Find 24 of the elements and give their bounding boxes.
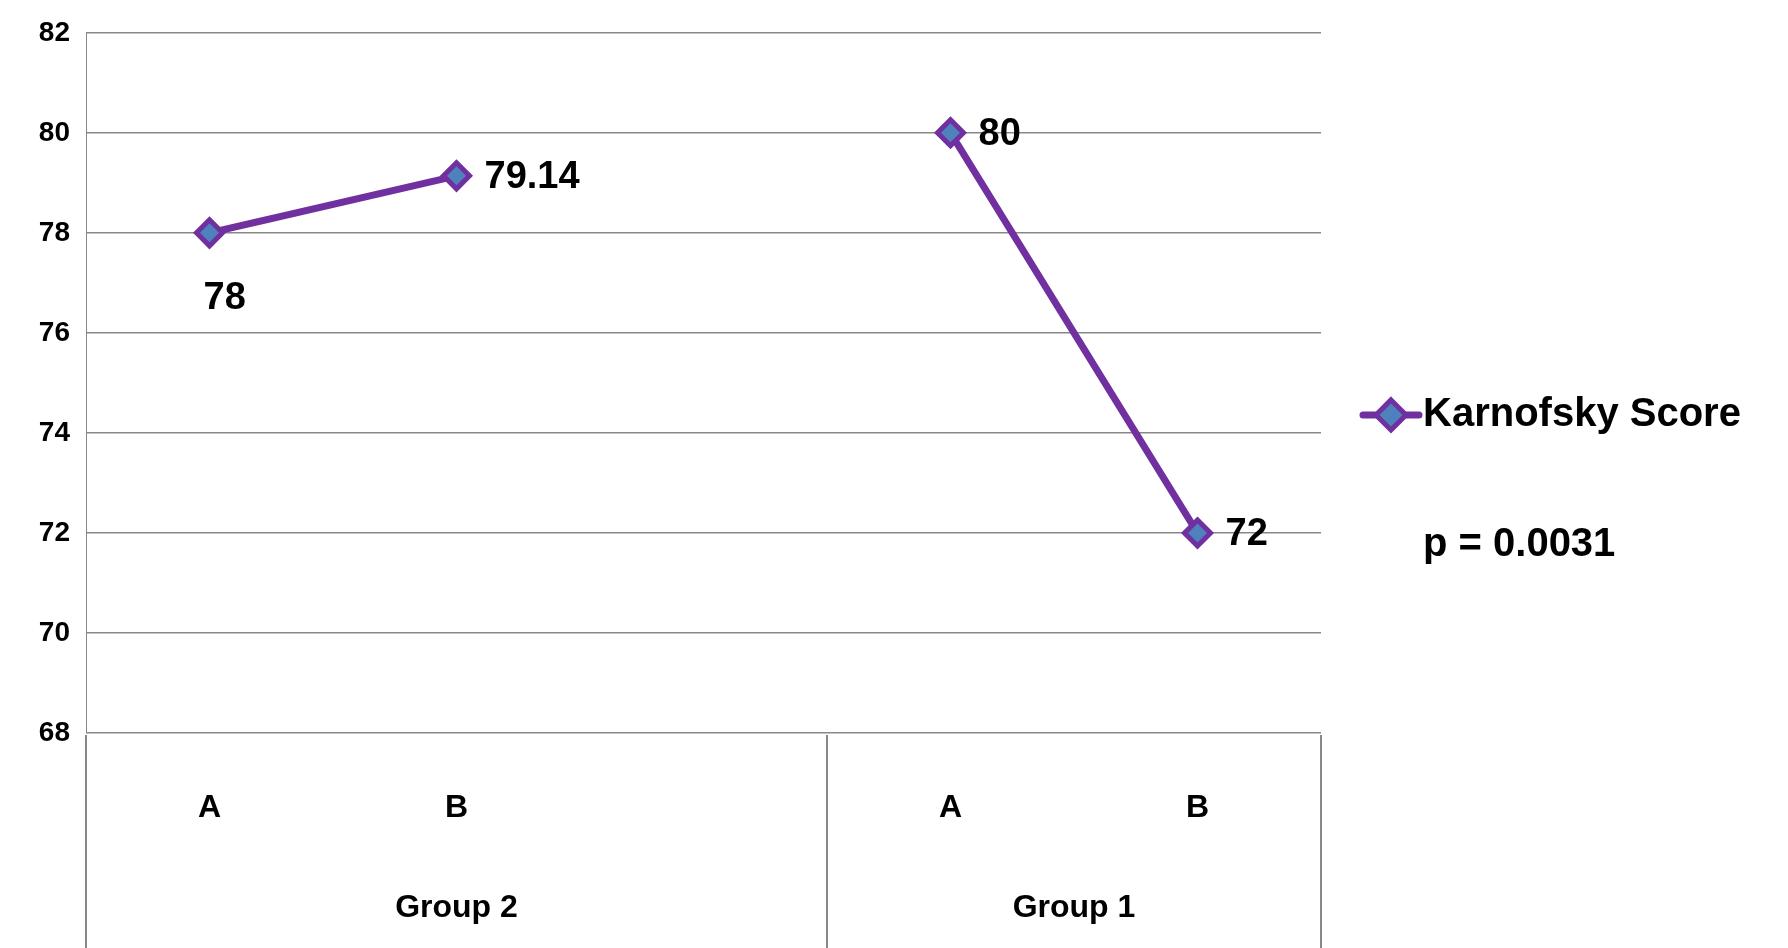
y-tick-label: 82	[38, 15, 70, 47]
text: p = 0.0031	[1423, 519, 1616, 564]
y-tick-label: 70	[38, 615, 70, 647]
x-tick-label: B	[1185, 788, 1210, 825]
y-tick-label: 72	[38, 515, 70, 547]
data-label: 72	[1225, 511, 1268, 554]
y-tick-label: 68	[38, 715, 70, 747]
point	[1182, 517, 1213, 549]
y-tick-label: 74	[38, 415, 71, 447]
text: Group 2	[395, 887, 518, 924]
x-tick-label: B	[444, 788, 469, 825]
data-label: 79.14	[484, 154, 580, 197]
x-tick-label: A	[197, 788, 222, 825]
text: Group 1	[1012, 887, 1136, 924]
point	[441, 160, 472, 192]
y-tick-label: 76	[38, 315, 70, 347]
y-tick-label: 80	[38, 115, 70, 147]
point	[935, 117, 966, 149]
data-label: 80	[978, 111, 1021, 154]
x-tick-label: A	[938, 788, 963, 825]
legend-label: Karnofsky Score	[1423, 389, 1741, 434]
data-label: 78	[203, 275, 246, 318]
y-tick-label: 78	[38, 215, 70, 247]
point	[194, 217, 225, 249]
